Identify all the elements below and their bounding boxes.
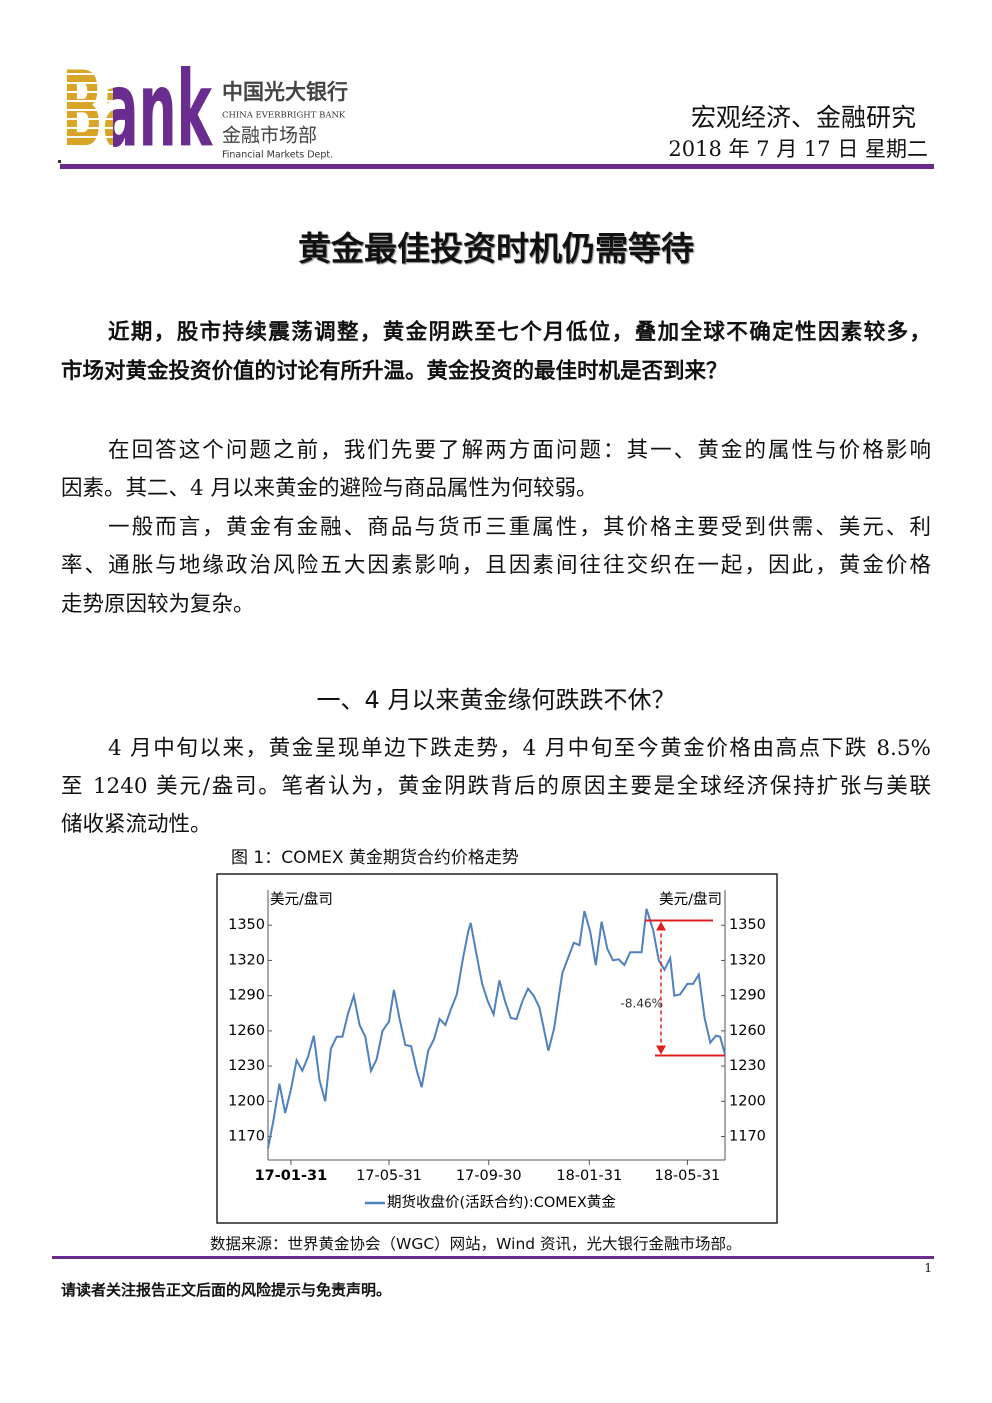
dept-name: 金融市场部 xyxy=(222,125,317,147)
source-note: 数据来源：世界黄金协会（WGC）网站，Wind 资讯，光大银行金融市场部。 xyxy=(210,1235,742,1253)
legend-label: 期货收盘价(活跃合约):COMEX黄金 xyxy=(387,1193,616,1211)
y-tick-label: 1350 xyxy=(228,917,265,933)
disclaimer: 请读者关注报告正文后面的风险提示与免责声明。 xyxy=(61,1281,392,1299)
logo: Bank 中国光大银行 CHINA EVERBRIGHT BANK 金融市场部 … xyxy=(62,66,348,162)
y2-tick-label: 1320 xyxy=(729,952,766,968)
x-tick-label: 18-05-31 xyxy=(654,1168,720,1184)
header-rule xyxy=(60,164,934,169)
y2-axis-label: 美元/盘司 xyxy=(659,890,722,908)
y-tick-label: 1290 xyxy=(228,988,265,1004)
report-category: 宏观经济、金融研究 xyxy=(690,103,916,132)
bank-name: 中国光大银行 xyxy=(222,80,348,104)
y2-tick-label: 1230 xyxy=(729,1058,766,1074)
arrow-head xyxy=(656,1045,666,1055)
dept-name-en: Financial Markets Dept. xyxy=(222,150,333,161)
y2-tick-label: 1290 xyxy=(729,988,766,1004)
section-heading: 一、4 月以来黄金缘何跌跌不休？ xyxy=(316,686,676,714)
intro-line: 市场对黄金投资价值的讨论有所升温。黄金投资的最佳时机是否到来？ xyxy=(61,359,728,384)
y2-tick-label: 1170 xyxy=(729,1129,766,1145)
paragraph-line: 走势原因较为复杂。 xyxy=(61,592,255,617)
logo-mark: Bank xyxy=(62,66,213,162)
paragraph-line: 至 1240 美元/盎司。笔者认为，黄金阴跌背后的原因主要是全球经济保持扩张与美… xyxy=(61,774,931,799)
x-tick-label: 18-01-31 xyxy=(556,1168,622,1184)
rule-tick xyxy=(58,160,61,163)
paragraph-line: 一般而言，黄金有金融、商品与货币三重属性，其价格主要受到供需、美元、利 xyxy=(108,515,931,540)
paragraph-line: 率、通胀与地缘政治风险五大因素影响，且因素间往往交织在一起，因此，黄金价格 xyxy=(61,553,931,578)
y2-tick-label: 1260 xyxy=(729,1023,766,1039)
intro-line: 近期，股市持续震荡调整，黄金阴跌至七个月低位，叠加全球不确定性因素较多， xyxy=(108,320,931,345)
y-tick-label: 1320 xyxy=(228,952,265,968)
paragraph-line: 在回答这个问题之前，我们先要了解两方面问题：其一、黄金的属性与价格影响 xyxy=(108,438,931,463)
y2-tick-label: 1350 xyxy=(729,917,766,933)
x-tick-label: 17-09-30 xyxy=(456,1168,522,1184)
paragraph-line: 4 月中旬以来，黄金呈现单边下跌走势，4 月中旬至今黄金价格由高点下跌 8.5% xyxy=(108,736,931,761)
y-tick-label: 1230 xyxy=(228,1058,265,1074)
title: 黄金最佳投资时机仍需等待 xyxy=(298,229,694,268)
bank-name-en: CHINA EVERBRIGHT BANK xyxy=(222,111,346,121)
page-number: 1 xyxy=(924,1261,932,1275)
y-tick-label: 1200 xyxy=(228,1093,265,1109)
annotation-label: -8.46% xyxy=(621,997,663,1011)
report-date: 2018 年 7 月 17 日 星期二 xyxy=(668,137,928,161)
x-tick-label: 17-01-31 xyxy=(255,1168,328,1184)
y-tick-label: 1260 xyxy=(228,1023,265,1039)
price-line xyxy=(267,908,726,1149)
x-tick-label: 17-05-31 xyxy=(356,1168,422,1184)
paragraph-line: 储收紧流动性。 xyxy=(61,812,212,837)
arrow-head xyxy=(656,921,666,931)
figure-caption: 图 1：COMEX 黄金期货合约价格走势 xyxy=(231,848,519,868)
y2-tick-label: 1200 xyxy=(729,1093,766,1109)
footer-rule xyxy=(52,1256,934,1259)
y-tick-label: 1170 xyxy=(228,1129,265,1145)
chart: 1170 1200 1230 1260 1290 1320 1350 1170 1200 1230… xyxy=(216,873,778,1224)
y-axis-label: 美元/盘司 xyxy=(270,890,333,908)
paragraph-line: 因素。其二、4 月以来黄金的避险与商品属性为何较弱。 xyxy=(61,476,598,501)
